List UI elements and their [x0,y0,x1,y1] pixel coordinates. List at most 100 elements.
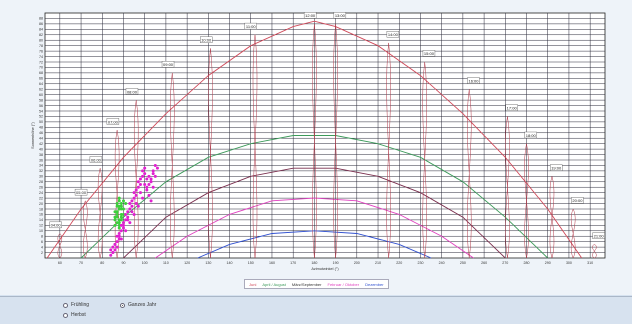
y-tick-label: 60 [39,93,43,97]
scatter-point [109,253,113,257]
radio-herbst[interactable]: Herbst [63,312,86,318]
y-tick-label: 70 [39,66,43,70]
scatter-point [121,223,125,227]
hour-loop [57,233,63,259]
hour-label-box [161,61,175,68]
sun-path-chart: 60 70 80 90 100 110 120 130 140 150 160 170 180 190 20… [31,12,606,271]
y-tick-label: 88 [39,17,43,21]
radio-label-ganzes-jahr: Ganzes Jahr [128,302,157,308]
y-tick-label: 28 [39,180,43,184]
radio-fruehling[interactable]: Frühling [63,302,89,308]
hour-label: 09:00 [163,62,174,67]
scatter-point [109,248,113,252]
scatter-point [119,237,123,241]
scatter-point [145,188,149,192]
hour-loop [97,168,103,259]
hour-loop [549,176,555,259]
hour-loop [252,34,258,259]
radio-selected-icon [120,302,125,308]
hour-label-box [422,50,436,57]
y-tick-label: 62 [39,88,43,92]
hour-label: 10:00 [201,38,212,43]
y-tick-label: 32 [39,169,43,173]
scatter-point [126,215,130,219]
y-tick-label: 76 [39,49,43,53]
y-tick-label: 64 [39,82,43,86]
scatter-point [149,180,153,184]
scatter-point [151,172,155,176]
x-tick-label: 110 [163,261,169,265]
radio-label-herbst: Herbst [71,312,86,318]
hour-label: 04:00 [51,223,62,228]
y-tick-label: 26 [39,186,43,190]
x-tick-label: 70 [79,261,83,265]
x-tick-label: 290 [545,261,551,265]
scatter-point [117,226,121,230]
y-tick-label: 38 [39,153,43,157]
scatter-point [121,212,125,216]
y-tick-label: 18 [39,207,43,211]
scatter-point [117,237,121,241]
scatter-point [130,210,134,214]
hour-label-box [106,118,120,125]
y-tick-label: 16 [39,213,43,217]
hour-loop [312,23,317,259]
radio-ganzes-jahr[interactable]: Ganzes Jahr [120,302,156,308]
scatter-point [119,212,123,216]
scatter-point [117,204,121,208]
y-tick-label: 22 [39,196,43,200]
scatter-point [132,191,136,195]
hour-loop [570,208,576,259]
scatter-point [115,204,119,208]
legend-entry: April / August [262,281,286,287]
y-tick-label: 54 [39,109,43,113]
scatter-point [149,177,153,181]
scatter-point [147,174,151,178]
y-tick-label: 44 [39,137,43,141]
y-tick-label: 74 [39,55,43,59]
y-tick-label: 68 [39,71,43,75]
scatter-point [111,251,115,255]
hour-loop [114,130,120,259]
scatter-point [115,215,119,219]
hour-label: 06:00 [91,157,102,162]
scatter-point [119,223,123,227]
hour-label: 07:00 [108,119,119,124]
scatter-point [145,177,149,181]
scatter-point [115,202,119,206]
series-line [197,230,432,259]
scatter-point [117,218,121,222]
hour-label: 16:00 [468,78,479,83]
scatter-point [132,212,136,216]
x-axis-label: Azimutwinkel (°) [311,267,339,271]
legend-entry: Juni [249,281,257,287]
hour-label: 17:00 [507,106,518,111]
scatter-point [117,196,121,200]
scatter-point [130,199,134,203]
radio-circle-icon [63,312,68,318]
scatter-point [138,191,142,195]
hour-loop [83,200,88,259]
scatter-point [117,221,121,225]
x-tick-label: 90 [121,261,125,265]
y-tick-label: 84 [39,28,43,32]
scatter-point [115,240,119,244]
y-tick-label: 58 [39,98,43,102]
hour-label: 19:00 [551,166,562,171]
scatter-point [138,177,142,181]
scatter-point [138,183,142,186]
scatter-point [113,248,117,252]
scatter-point [121,199,125,203]
scatter-point [147,193,151,197]
scatter-point [113,242,117,246]
x-tick-label: 270 [502,261,508,265]
hour-loop [170,72,175,259]
y-tick-label: 30 [39,175,43,179]
scatter-point [113,215,117,219]
x-tick-label: 200 [354,261,360,265]
hour-label-box [244,22,257,30]
scatter-point [113,210,117,214]
scatter-point [119,215,123,219]
y-tick-label: 12 [39,224,43,228]
radio-label-fruehling: Frühling [71,302,90,308]
